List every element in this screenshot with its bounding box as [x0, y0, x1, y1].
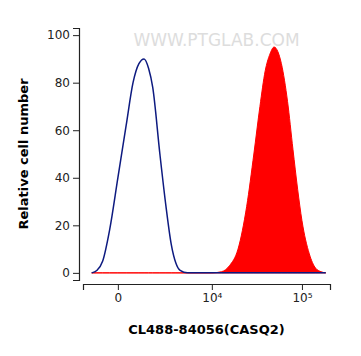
histogram-line [92, 59, 326, 273]
tick-mark [73, 130, 79, 131]
tick: 20 [55, 219, 79, 233]
y-axis-title: Relative cell number [16, 78, 31, 230]
plot-area [92, 47, 326, 273]
tick-label: 40 [55, 171, 70, 185]
tick-mark [212, 284, 213, 290]
y-axis: 0 20 40 60 80 100 [47, 28, 79, 280]
tick-mark [118, 284, 119, 290]
tick-label: 0 [115, 291, 123, 305]
tick: 80 [55, 76, 79, 90]
tick-label: 80 [55, 76, 70, 90]
tick-mark [73, 35, 79, 36]
x-axis: 0 10⁴ 10⁵ [84, 284, 331, 305]
tick: 10⁵ [292, 284, 312, 305]
axis-line [73, 29, 80, 281]
tick-mark [73, 273, 79, 274]
tick-label: 10⁵ [292, 291, 312, 305]
tick: 40 [55, 171, 79, 185]
chart: WWW.PTGLAB.COM010⁴10⁵020406080100CL488-8… [0, 0, 361, 356]
tick-label: 20 [55, 219, 70, 233]
tick-label: 100 [47, 28, 70, 42]
tick-mark [73, 178, 79, 179]
axis-line [84, 285, 331, 291]
tick-mark [73, 225, 79, 226]
tick: 10⁴ [202, 284, 222, 305]
tick: 60 [55, 124, 79, 138]
tick: 0 [115, 284, 123, 305]
tick-label: 60 [55, 124, 70, 138]
tick: 100 [47, 28, 79, 42]
histogram-area [92, 47, 326, 273]
tick-mark [73, 83, 79, 84]
tick-label: 0 [62, 266, 70, 280]
tick: 0 [62, 266, 79, 280]
x-axis-title: CL488-84056(CASQ2) [128, 322, 285, 337]
tick-mark [302, 284, 303, 290]
tick-label: 10⁴ [202, 291, 222, 305]
